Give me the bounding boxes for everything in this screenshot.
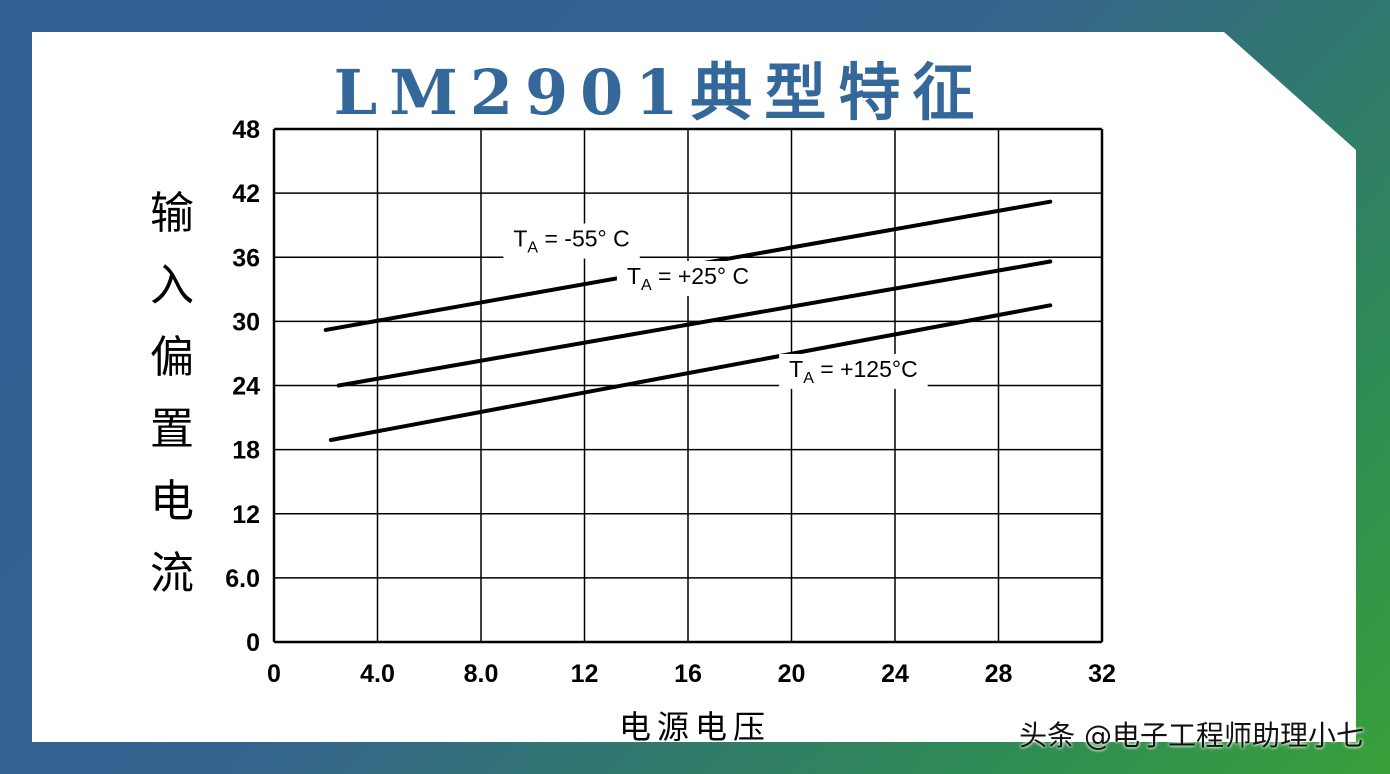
series-label-2: TA = +25° C: [616, 260, 760, 296]
x-tick-label: 8.0: [464, 660, 499, 688]
tick-labels: 0 4.0 8.0 12 16 20 24 28 32 0 6.0 12 18 24 30 36 42 48: [225, 116, 1116, 688]
series-label-3: TA = +125°C: [779, 353, 928, 389]
x-tick-label: 32: [1088, 660, 1116, 688]
x-tick-label: 16: [674, 660, 702, 688]
label-background: [616, 260, 760, 296]
y-tick-label: 30: [232, 308, 260, 336]
x-tick-label: 12: [571, 660, 599, 688]
x-tick-label: 24: [881, 660, 909, 688]
y-tick-label: 24: [232, 373, 260, 401]
series-label-text: TA = +25° C: [627, 263, 749, 294]
label-background: [779, 353, 928, 389]
y-tick-label: 18: [232, 437, 260, 465]
x-axis-label: 电源电压: [618, 708, 771, 746]
label-t: T: [789, 356, 803, 382]
label-rest: = -55° C: [538, 226, 630, 252]
label-t: T: [513, 226, 527, 252]
label-background: [503, 223, 640, 259]
x-tick-label: 28: [985, 660, 1013, 688]
label-rest: = +125°C: [814, 356, 918, 382]
y-tick-label: 42: [232, 180, 260, 208]
label-sub: A: [641, 277, 652, 294]
x-tick-label: 0: [267, 660, 281, 688]
series-labels: TA = -55° CTA = +25° CTA = +125°C: [503, 223, 928, 389]
page-title: LM2901典型特征: [333, 56, 987, 129]
y-axis-label: 输入偏置电流: [150, 188, 194, 599]
grid: [272, 127, 1104, 644]
label-sub: A: [527, 240, 538, 257]
series-line-2: [336, 259, 1053, 388]
series-label-1: TA = -55° C: [503, 223, 640, 259]
label-rest: = +25° C: [652, 263, 749, 289]
watermark: 头条 @电子工程师助理小七: [1019, 719, 1364, 752]
series-line-3: [328, 303, 1053, 443]
series-label-text: TA = -55° C: [513, 226, 629, 257]
y-tick-label: 12: [232, 501, 260, 529]
x-tick-label: 20: [778, 660, 806, 688]
content-card: [32, 32, 1356, 742]
x-tick-label: 4.0: [360, 660, 395, 688]
y-tick-label: 6.0: [225, 565, 260, 593]
y-tick-label: 48: [232, 116, 260, 144]
label-sub: A: [803, 370, 814, 387]
y-tick-label: 36: [232, 244, 260, 272]
label-t: T: [627, 263, 641, 289]
series-label-text: TA = +125°C: [789, 356, 918, 387]
y-tick-label: 0: [246, 629, 260, 657]
